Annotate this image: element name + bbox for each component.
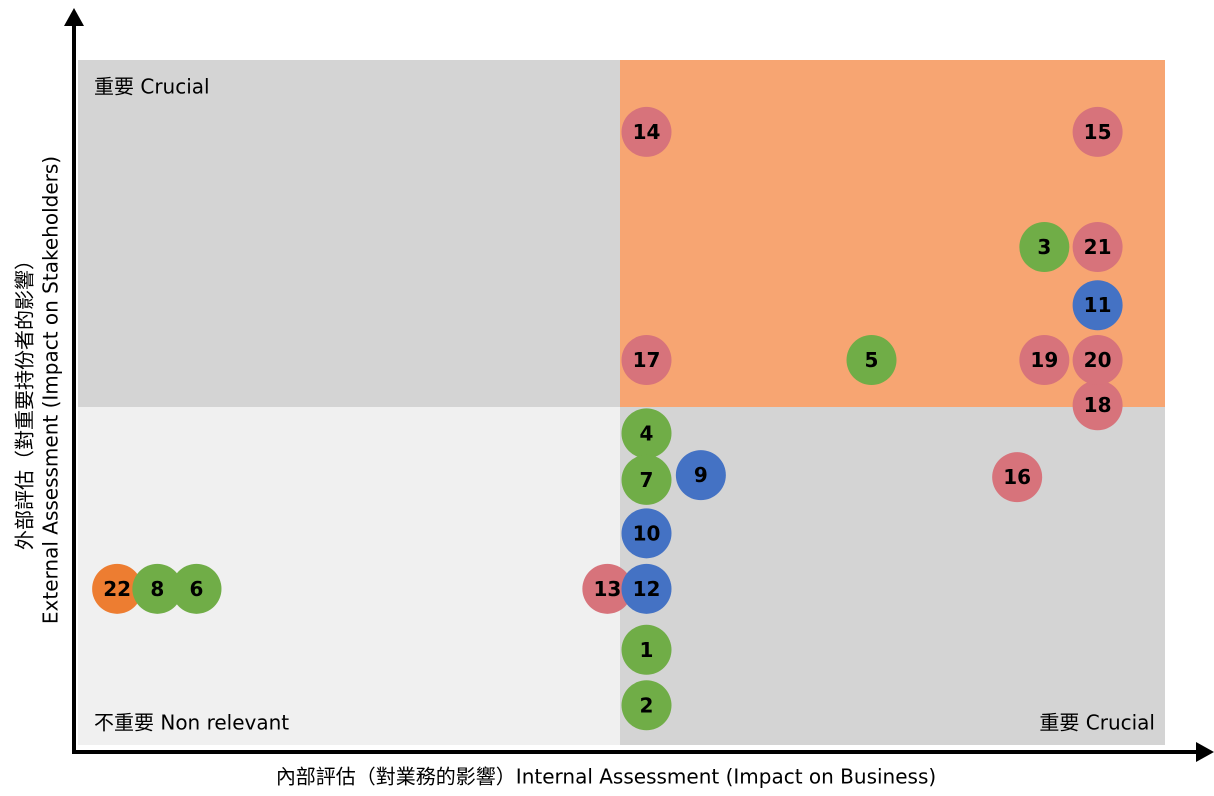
point-label: 6 — [190, 577, 204, 601]
point-label: 11 — [1084, 293, 1112, 317]
point — [1072, 335, 1123, 386]
point — [1019, 222, 1070, 273]
point-label: 15 — [1084, 120, 1112, 144]
point-label: 7 — [640, 468, 654, 492]
x-arrow — [1196, 742, 1214, 762]
point — [582, 563, 633, 614]
point-label: 16 — [1003, 465, 1031, 489]
point-label: 2 — [640, 693, 654, 717]
point — [1072, 380, 1123, 431]
point-label: 8 — [150, 577, 164, 601]
point — [621, 408, 672, 459]
point-label: 19 — [1030, 348, 1058, 372]
y-axis-title: 外部評估（對重要持份者的影響） — [13, 250, 37, 550]
y-axis-title: External Assessment (Impact on Stakehold… — [39, 156, 63, 624]
point-label: 22 — [103, 577, 131, 601]
point-label: 10 — [633, 521, 661, 545]
point — [1019, 335, 1070, 386]
point — [621, 106, 672, 157]
point — [992, 452, 1043, 503]
point-label: 20 — [1084, 348, 1112, 372]
quadrant — [78, 60, 620, 407]
point — [171, 563, 222, 614]
point — [1072, 222, 1123, 273]
point-label: 3 — [1037, 235, 1051, 259]
point-label: 18 — [1084, 393, 1112, 417]
quadrant-label: 不重要 Non relevant — [94, 711, 289, 735]
point — [621, 508, 672, 559]
point — [621, 563, 672, 614]
point — [621, 335, 672, 386]
point-label: 21 — [1084, 235, 1112, 259]
point-label: 13 — [593, 577, 621, 601]
point — [621, 454, 672, 505]
point-label: 14 — [633, 120, 661, 144]
point — [92, 563, 143, 614]
point-label: 12 — [633, 577, 661, 601]
point — [621, 624, 672, 675]
point-label: 5 — [865, 348, 879, 372]
x-axis-title: 內部評估（對業務的影響）Internal Assessment (Impact … — [276, 765, 936, 789]
point-label: 17 — [633, 348, 661, 372]
quadrant-label: 重要 Crucial — [1039, 711, 1155, 735]
y-arrow — [64, 8, 84, 26]
point-label: 4 — [640, 421, 654, 445]
point — [1072, 280, 1123, 331]
point-label: 1 — [640, 638, 654, 662]
quadrant-label: 重要 Crucial — [94, 75, 210, 99]
point — [846, 335, 897, 386]
point — [621, 680, 672, 731]
point — [132, 563, 183, 614]
point — [675, 450, 726, 501]
point-label: 9 — [694, 463, 708, 487]
point — [1072, 106, 1123, 157]
